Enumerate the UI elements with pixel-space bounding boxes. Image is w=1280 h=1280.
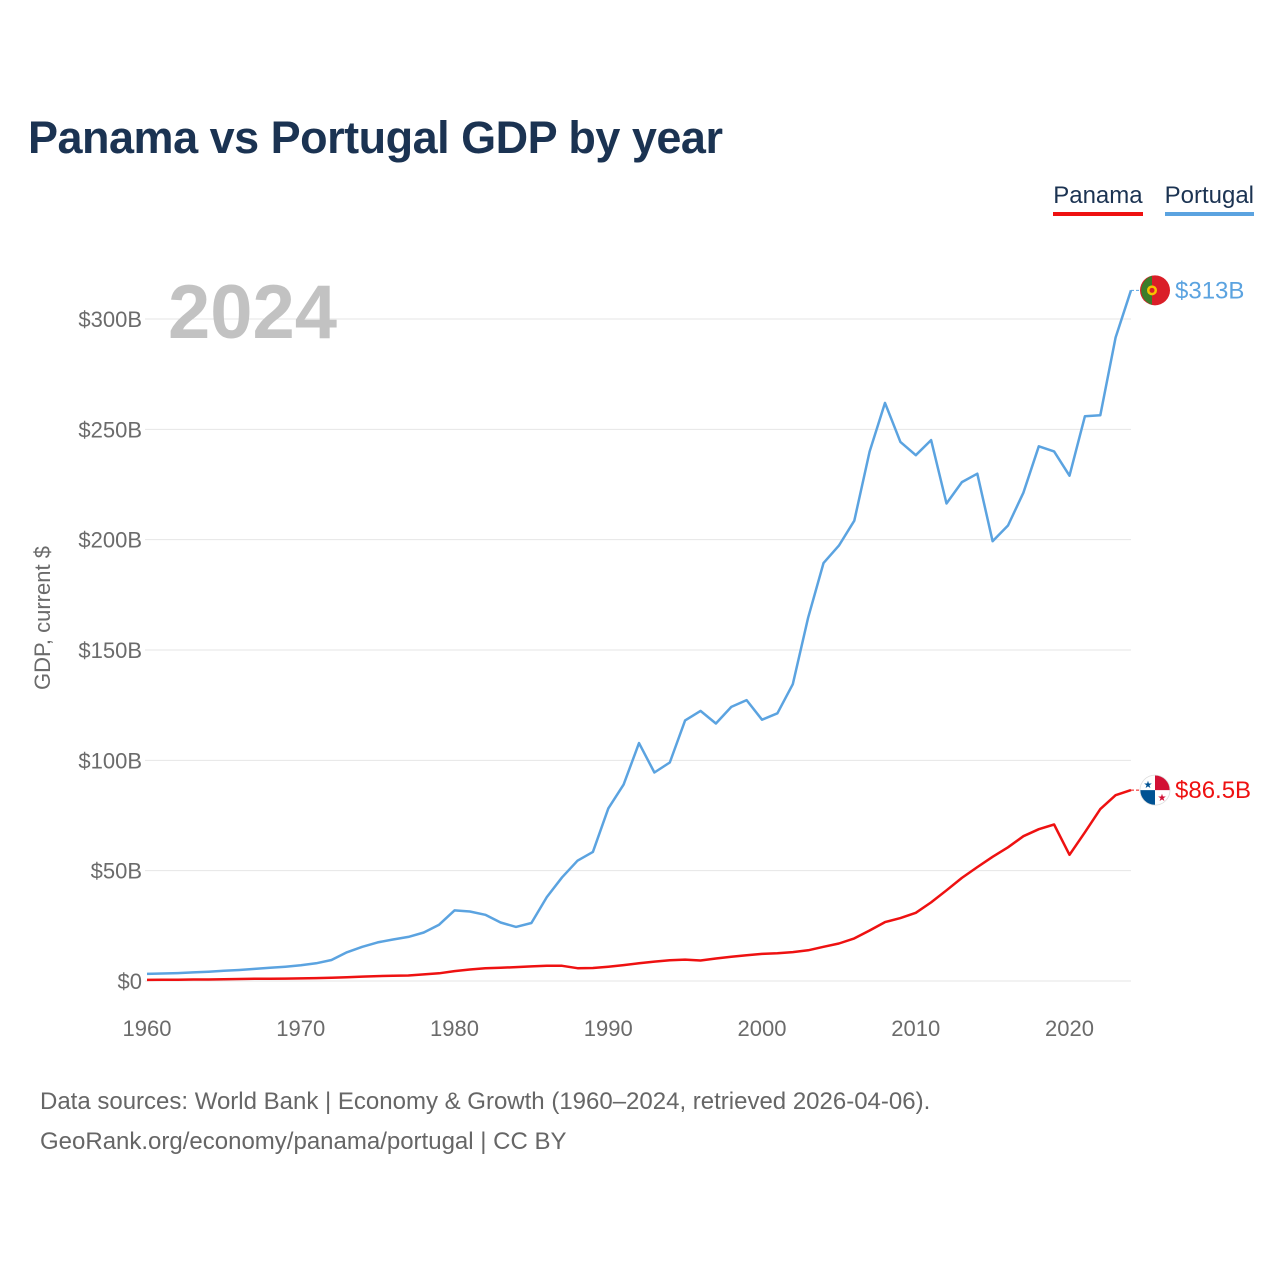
end-marker-panama: ★★ $86.5B	[1131, 774, 1251, 806]
x-tick-label: 2020	[1045, 1016, 1094, 1041]
legend: Panama Portugal	[1053, 182, 1254, 216]
current-year-label: 2024	[168, 270, 337, 355]
page-title: Panama vs Portugal GDP by year	[28, 112, 723, 163]
panama-flag-icon: ★★	[1139, 774, 1171, 806]
x-tick-label: 1980	[430, 1016, 479, 1041]
legend-item-panama[interactable]: Panama	[1053, 182, 1143, 216]
flag-red-quarter	[1155, 775, 1170, 791]
x-axis-ticks: 1960 1970 1980 1990 2000 2010 2020	[123, 1016, 1094, 1041]
x-tick-label: 2000	[738, 1016, 787, 1041]
flag-blue-quarter	[1140, 790, 1155, 806]
flag-outline	[1139, 774, 1171, 806]
y-tick-label: $200B	[78, 528, 142, 553]
x-tick-label: 1970	[276, 1016, 325, 1041]
y-tick-label: $300B	[78, 307, 142, 332]
footer-sources: Data sources: World Bank | Economy & Gro…	[40, 1088, 931, 1115]
end-value-label-panama: $86.5B	[1175, 777, 1251, 804]
series-line-portugal[interactable]	[146, 289, 1133, 976]
flag-emblem-center	[1149, 287, 1155, 293]
end-value-label-portugal: $313B	[1175, 277, 1244, 304]
x-tick-label: 2010	[891, 1016, 940, 1041]
flag-blue-star-icon: ★	[1144, 780, 1153, 791]
series-end-markers: ★★ $86.5B$313B	[1131, 275, 1251, 806]
portugal-flag-icon	[1140, 275, 1170, 306]
footer-attribution[interactable]: GeoRank.org/economy/panama/portugal | CC…	[40, 1128, 567, 1155]
x-tick-label: 1990	[584, 1016, 633, 1041]
footer: Data sources: World Bank | Economy & Gro…	[40, 1082, 930, 1162]
y-axis-label: GDP, current $	[30, 546, 55, 690]
y-tick-label: $100B	[78, 748, 142, 773]
grid-lines	[145, 318, 1131, 982]
flag-red-star-icon: ★	[1158, 793, 1167, 804]
x-tick-label: 1960	[123, 1016, 172, 1041]
end-marker-portugal: $313B	[1131, 275, 1244, 306]
series-lines	[146, 289, 1133, 982]
series-line-panama[interactable]	[146, 788, 1132, 982]
y-tick-label: $50B	[91, 859, 142, 884]
flag-green-field	[1141, 275, 1152, 305]
y-axis-ticks: $0 $50B $100B $150B $200B $250B $300B	[78, 307, 142, 994]
legend-item-portugal[interactable]: Portugal	[1164, 182, 1254, 216]
y-tick-label: $250B	[78, 417, 142, 442]
y-tick-label: $150B	[78, 638, 142, 663]
y-tick-label: $0	[118, 969, 142, 994]
